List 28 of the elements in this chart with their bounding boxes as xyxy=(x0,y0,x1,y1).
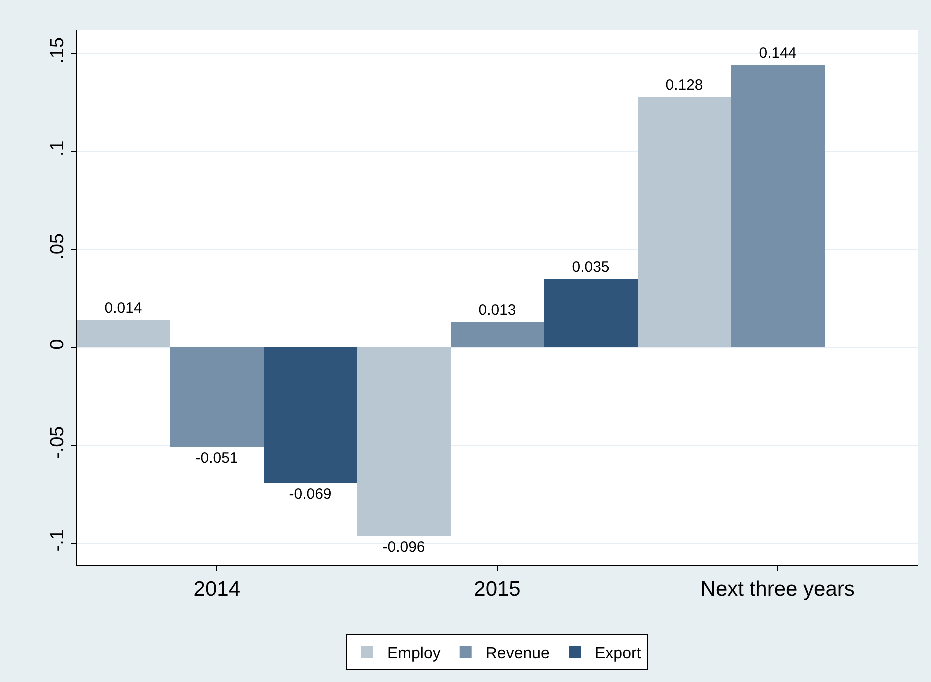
legend-label: Export xyxy=(595,646,642,663)
bar xyxy=(731,65,825,347)
x-tick-label: 2014 xyxy=(194,578,241,602)
legend-label: Employ xyxy=(388,646,441,663)
y-tick-label: .1 xyxy=(47,140,68,157)
bar xyxy=(170,347,264,447)
bar xyxy=(264,347,357,483)
y-tick-label: 0 xyxy=(47,339,68,350)
data-label: -0.051 xyxy=(196,450,238,467)
data-label: 0.013 xyxy=(478,302,516,319)
data-label: -0.096 xyxy=(382,539,426,556)
bar xyxy=(638,97,731,347)
data-label: 0.035 xyxy=(572,259,610,276)
x-tick-label: Next three years xyxy=(700,578,855,602)
data-label: 0.144 xyxy=(759,45,797,62)
y-tick-label: -.05 xyxy=(47,426,68,459)
data-label: -0.069 xyxy=(289,486,332,503)
bar xyxy=(357,347,451,536)
y-tick-label: .15 xyxy=(47,37,68,64)
bar xyxy=(451,322,544,347)
bar xyxy=(544,279,638,347)
y-tick-label: -.1 xyxy=(47,529,68,552)
x-tick-label: 2015 xyxy=(474,578,521,602)
y-tick-label: .05 xyxy=(47,233,68,260)
data-label: 0.128 xyxy=(666,77,704,94)
bar xyxy=(77,320,170,347)
data-label: 0.014 xyxy=(104,300,142,317)
legend-label: Revenue xyxy=(486,646,550,663)
